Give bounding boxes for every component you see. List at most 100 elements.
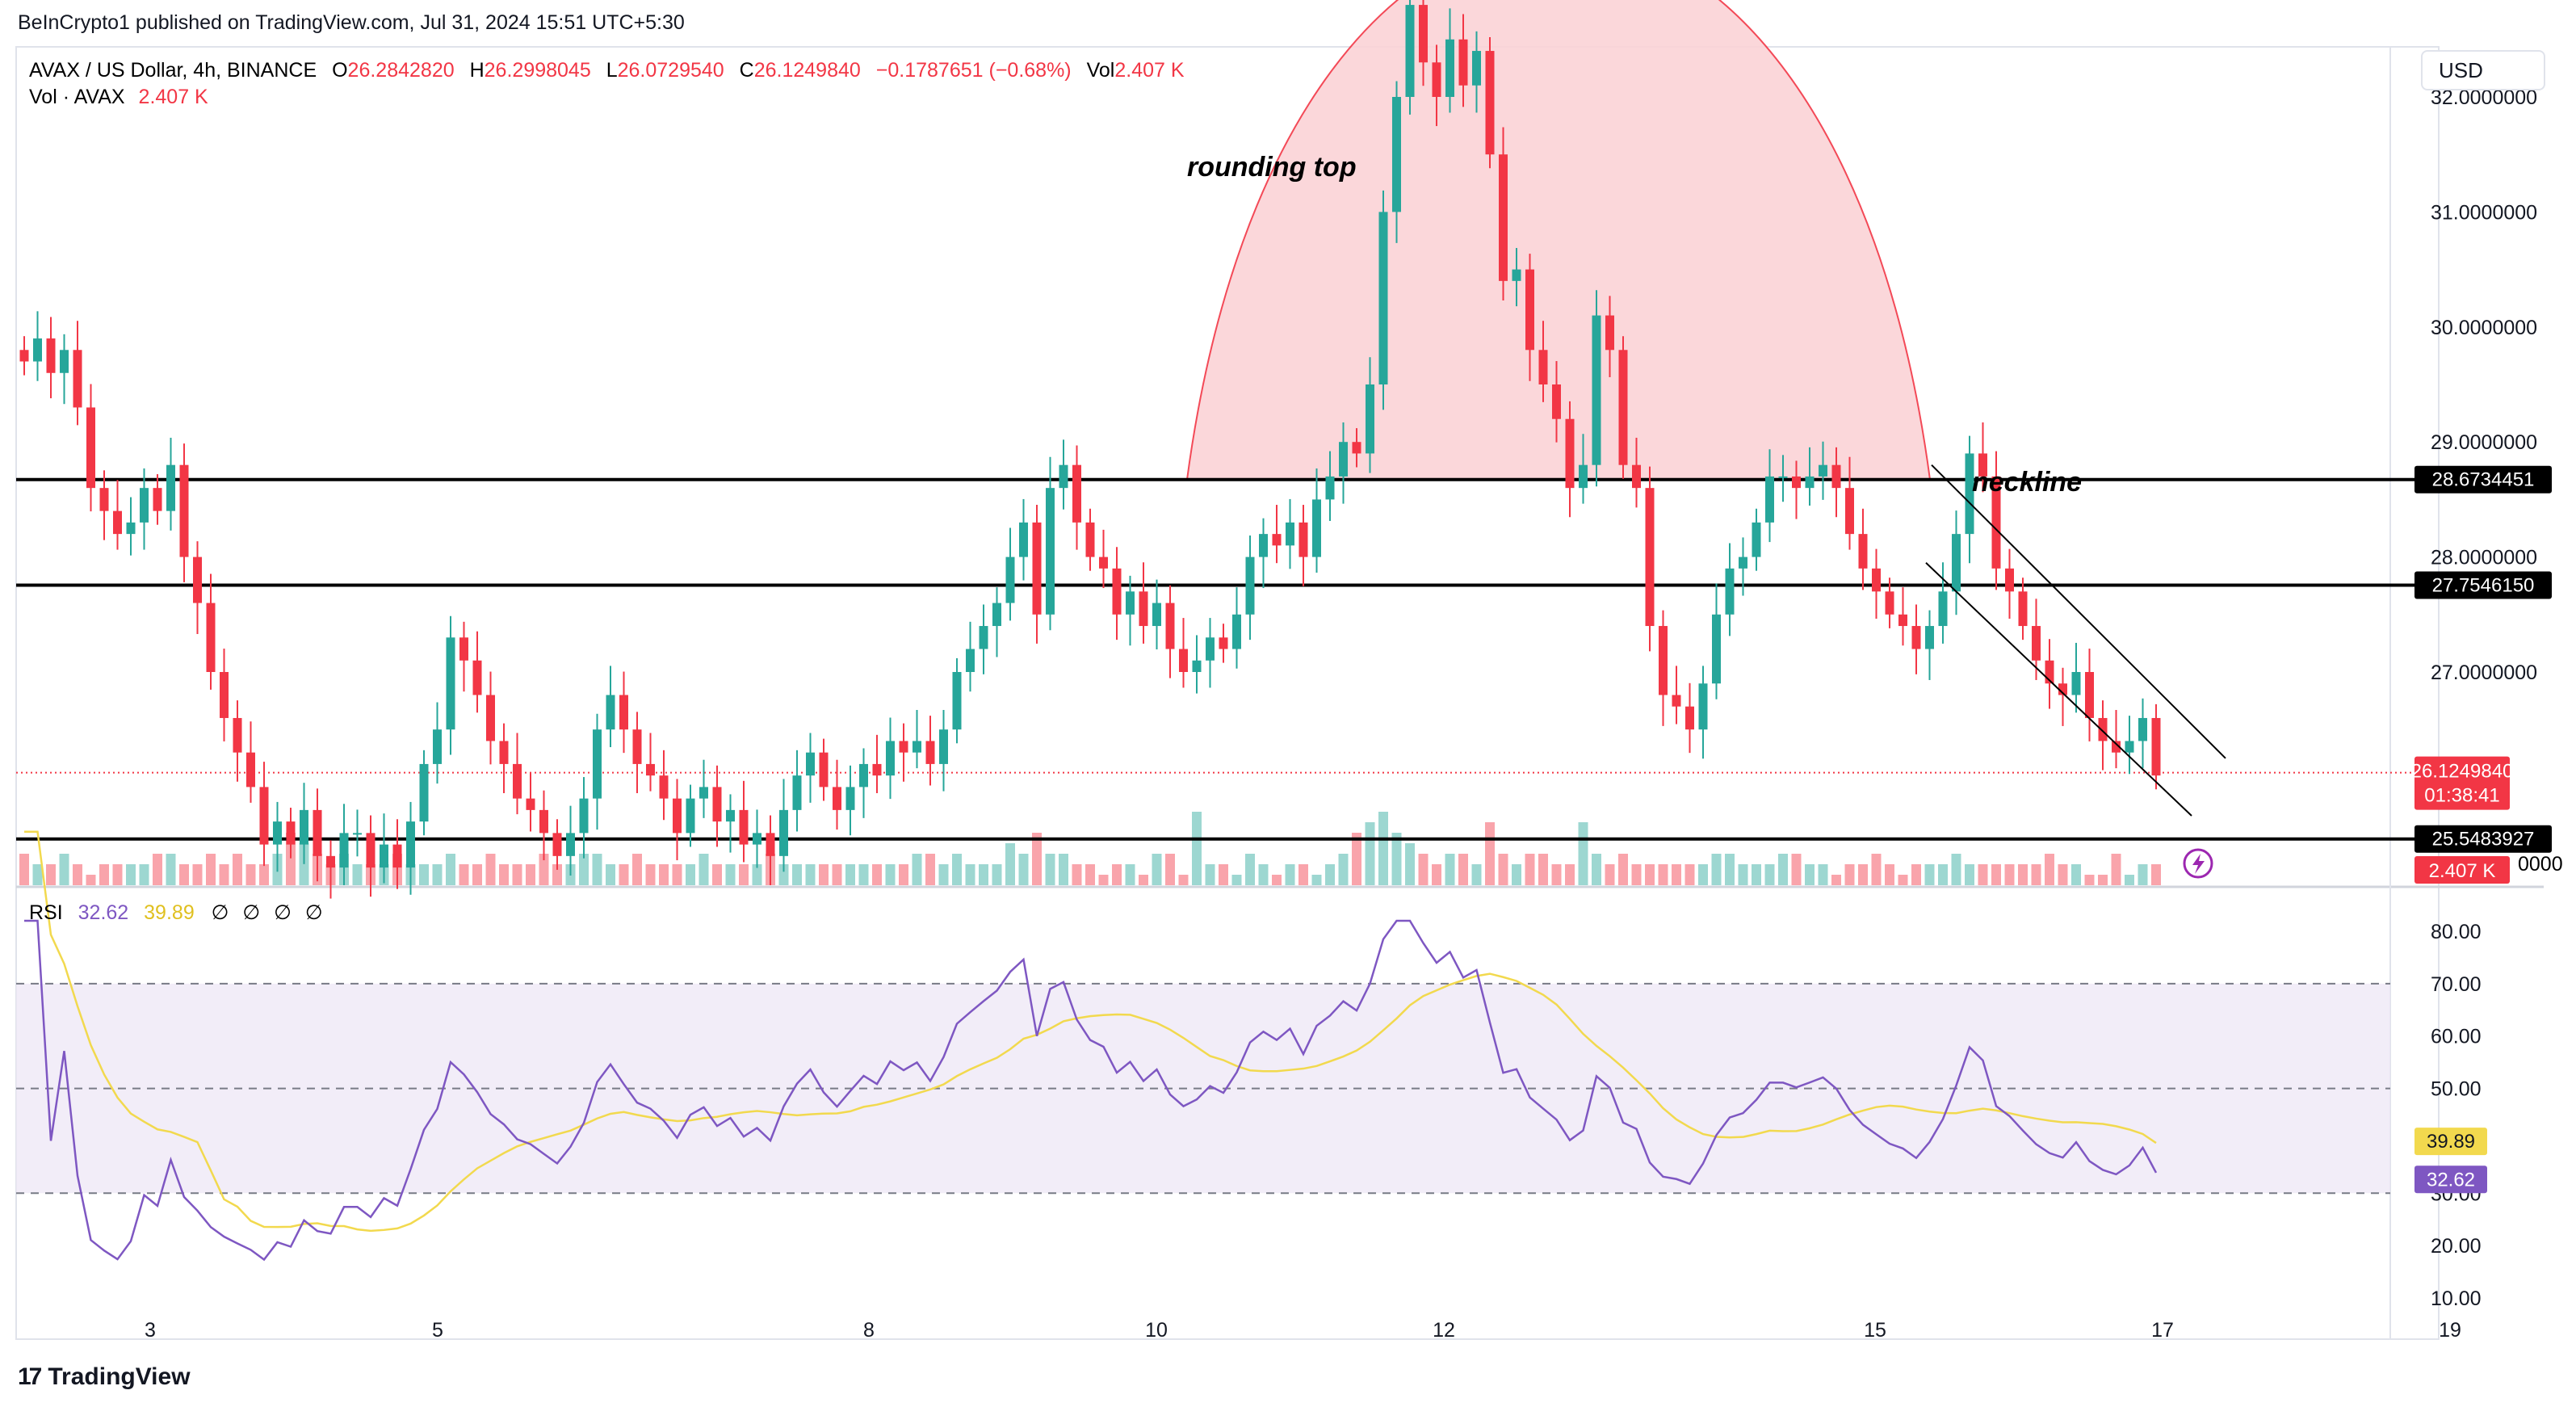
candle-body bbox=[2151, 717, 2161, 776]
vol-line-value: 2.407 K bbox=[139, 86, 209, 108]
volume-bar bbox=[1285, 864, 1295, 885]
descending-channel bbox=[1925, 464, 2226, 817]
candle-body bbox=[1219, 637, 1228, 649]
candle-body bbox=[686, 798, 695, 834]
candle-body bbox=[486, 695, 495, 741]
volume-bar bbox=[139, 864, 149, 885]
publisher-line: BeInCrypto1 published on TradingView.com… bbox=[18, 11, 685, 34]
last-price-value: 26.1249840 bbox=[2411, 761, 2514, 783]
currency-button[interactable]: USD bbox=[2421, 50, 2545, 90]
volume-bar bbox=[1311, 875, 1322, 885]
candle-body bbox=[339, 833, 349, 868]
candle-body bbox=[925, 741, 935, 764]
volume-bar bbox=[1871, 854, 1882, 885]
candle-body bbox=[1605, 315, 1614, 351]
volume-bar bbox=[992, 864, 1002, 885]
candle-body bbox=[1059, 464, 1068, 489]
volume-bar bbox=[725, 864, 736, 885]
candle-body bbox=[380, 844, 388, 868]
candle-body bbox=[286, 821, 296, 845]
candle-body bbox=[1046, 488, 1055, 615]
volume-bar bbox=[446, 854, 455, 885]
tradingview-logo[interactable]: 17 TradingView bbox=[18, 1363, 191, 1391]
candle-body bbox=[1712, 614, 1721, 684]
candle-body bbox=[619, 695, 628, 730]
volume-bar bbox=[1592, 854, 1601, 885]
candle-body bbox=[712, 787, 722, 822]
channel-upper bbox=[1931, 464, 2226, 759]
candle-body bbox=[1858, 534, 1868, 569]
candle-body bbox=[433, 729, 442, 764]
volume-bar bbox=[1725, 854, 1735, 885]
candle-body bbox=[1392, 97, 1401, 212]
volume-bar bbox=[965, 864, 975, 885]
volume-bar bbox=[1684, 864, 1695, 885]
candle-body bbox=[1592, 315, 1601, 465]
candle-body bbox=[1432, 62, 1441, 97]
candle-body bbox=[446, 637, 455, 730]
volume-bar bbox=[579, 854, 589, 885]
annotation-neckline: neckline bbox=[1972, 467, 2082, 498]
volume-bar bbox=[99, 864, 109, 885]
rsi-extra-0: ∅ bbox=[212, 901, 229, 924]
volume-bar bbox=[419, 864, 429, 885]
candle-body bbox=[206, 603, 216, 672]
volume-bar bbox=[938, 864, 949, 885]
candle-body bbox=[1259, 534, 1268, 557]
high-value: 26.2998045 bbox=[485, 59, 591, 82]
volume-bar bbox=[1738, 864, 1748, 885]
volume-bar bbox=[739, 864, 749, 885]
volume-bar bbox=[1578, 822, 1588, 885]
candle-body bbox=[1005, 556, 1015, 603]
volume-bar bbox=[1991, 864, 2001, 885]
volume-bar bbox=[1205, 864, 1215, 885]
volume-bar bbox=[1032, 833, 1042, 885]
volume-bar bbox=[1645, 864, 1655, 885]
volume-bar bbox=[206, 854, 216, 885]
candle-body bbox=[33, 338, 42, 362]
volume-bar bbox=[832, 864, 842, 885]
candle-body bbox=[792, 775, 802, 810]
candle-body bbox=[60, 350, 69, 373]
candle-body bbox=[966, 649, 975, 672]
rsi-tick: 50.00 bbox=[2431, 1078, 2482, 1101]
volume-bar bbox=[1538, 854, 1548, 885]
volume-bar bbox=[552, 864, 562, 885]
candle-body bbox=[779, 809, 788, 856]
volume-bar bbox=[485, 854, 496, 885]
volume-bar bbox=[1005, 843, 1015, 885]
candle-body bbox=[1352, 442, 1361, 454]
candle-body bbox=[659, 775, 669, 799]
candle-body bbox=[1366, 384, 1374, 454]
time-tick: 5 bbox=[432, 1319, 443, 1342]
candle-body bbox=[979, 626, 988, 649]
volume-bar bbox=[2111, 854, 2121, 885]
candle-body bbox=[1192, 660, 1202, 672]
open-label: O bbox=[332, 59, 347, 82]
volume-bar bbox=[1831, 875, 1841, 885]
volume-bar bbox=[1445, 854, 1455, 885]
candle-body bbox=[472, 660, 482, 695]
lightning-icon[interactable] bbox=[2183, 848, 2213, 879]
candle-body bbox=[73, 350, 82, 408]
volume-bar bbox=[619, 864, 629, 885]
level-label-1: 28.6734451 bbox=[2414, 465, 2552, 494]
candle-body bbox=[1739, 556, 1747, 569]
volume-bar bbox=[1471, 864, 1482, 885]
rsi-ma-line bbox=[24, 830, 2157, 1233]
candle-body bbox=[259, 787, 269, 845]
candle-body bbox=[992, 603, 1001, 627]
candle-body bbox=[1685, 706, 1694, 730]
volume-bar bbox=[245, 864, 256, 885]
volume-bar bbox=[1352, 833, 1361, 885]
candle-body bbox=[766, 833, 775, 856]
volume-bar bbox=[112, 864, 123, 885]
candle-body bbox=[1378, 212, 1388, 384]
volume-bar bbox=[858, 864, 869, 885]
candle-body bbox=[872, 763, 882, 776]
candle-body bbox=[220, 672, 229, 718]
candle-body bbox=[1965, 453, 1974, 535]
volume-bar bbox=[1112, 864, 1122, 885]
candle-body bbox=[166, 464, 175, 511]
